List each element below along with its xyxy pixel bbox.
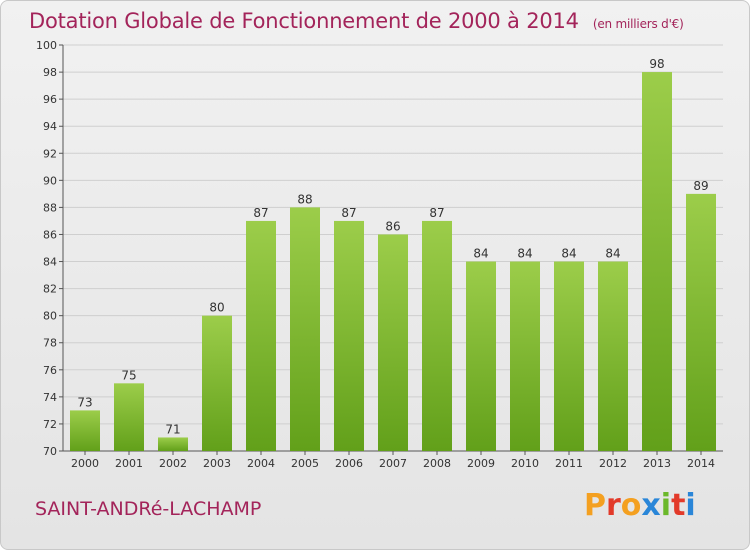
bar-2000 <box>70 410 100 451</box>
x-tick-label: 2014 <box>687 457 715 470</box>
x-tick-label: 2002 <box>159 457 187 470</box>
y-tick-label: 92 <box>43 147 57 160</box>
data-label-2012: 84 <box>605 247 620 261</box>
data-label-2006: 87 <box>341 206 356 220</box>
y-tick-label: 74 <box>43 391 57 404</box>
logo-letter: x <box>641 488 661 523</box>
data-label-2008: 87 <box>429 206 444 220</box>
y-tick-label: 80 <box>43 310 57 323</box>
y-tick-label: 70 <box>43 445 57 458</box>
x-tick-label: 2001 <box>115 457 143 470</box>
x-axis-ticks: 2000 2001 2002 2003 2004 2005 2006 2007 2008 2009… <box>71 451 715 470</box>
bar-2003 <box>202 315 232 451</box>
bar-2013 <box>642 72 672 452</box>
logo-letter: i <box>685 488 696 523</box>
x-tick-label: 2005 <box>291 457 319 470</box>
data-label-2014: 89 <box>693 179 708 193</box>
data-label-2010: 84 <box>517 247 532 261</box>
bar-2009 <box>466 261 496 451</box>
data-label-2002: 71 <box>165 422 180 436</box>
data-label-2001: 75 <box>121 368 136 382</box>
x-tick-label: 2004 <box>247 457 275 470</box>
x-tick-label: 2010 <box>511 457 539 470</box>
x-tick-label: 2009 <box>467 457 495 470</box>
data-label-2000: 73 <box>77 395 92 409</box>
x-tick-label: 2000 <box>71 457 99 470</box>
commune-name: SAINT-ANDRé-LACHAMP <box>35 498 262 520</box>
bar-2001 <box>114 383 144 451</box>
y-tick-label: 90 <box>43 174 57 187</box>
bar-2014 <box>686 193 716 451</box>
x-tick-label: 2008 <box>423 457 451 470</box>
data-label-2011: 84 <box>561 247 576 261</box>
y-tick-label: 96 <box>43 93 57 106</box>
data-label-2003: 80 <box>209 301 224 315</box>
y-tick-label: 94 <box>43 120 57 133</box>
bar-2008 <box>422 220 452 451</box>
y-tick-label: 82 <box>43 283 57 296</box>
logo-letter: i <box>660 488 672 523</box>
chart-title: Dotation Globale de Fonctionnement de 20… <box>29 9 684 33</box>
x-tick-label: 2011 <box>555 457 583 470</box>
bar-2012 <box>598 261 628 451</box>
bar-2005 <box>290 207 320 451</box>
bar-2006 <box>334 220 364 451</box>
logo-letter: t <box>671 488 686 523</box>
x-tick-label: 2003 <box>203 457 231 470</box>
x-tick-label: 2007 <box>379 457 407 470</box>
x-tick-label: 2006 <box>335 457 363 470</box>
data-labels: 73 75 71 80 87 88 87 86 87 84 84 84 84 98 89 <box>77 57 708 436</box>
bar-2010 <box>510 261 540 451</box>
y-tick-label: 88 <box>43 201 57 214</box>
x-tick-label: 2013 <box>643 457 671 470</box>
bar-2011 <box>554 261 584 451</box>
x-tick-label: 2012 <box>599 457 627 470</box>
logo-letter: r <box>606 488 621 523</box>
logo-letter: P <box>584 488 606 523</box>
proxiti-logo[interactable]: Proxiti <box>584 488 696 523</box>
y-tick-label: 84 <box>43 256 57 269</box>
y-tick-label: 86 <box>43 228 57 241</box>
data-label-2009: 84 <box>473 247 488 261</box>
y-tick-label: 78 <box>43 337 57 350</box>
title-text: Dotation Globale de Fonctionnement de 20… <box>29 9 579 33</box>
data-label-2004: 87 <box>253 206 268 220</box>
y-axis-ticks: 70 72 74 76 78 80 82 84 86 88 90 92 94 96 98 100 <box>36 39 63 458</box>
title-unit: (en milliers d'€) <box>592 17 684 31</box>
data-label-2007: 86 <box>385 219 400 233</box>
y-tick-label: 100 <box>36 39 57 52</box>
y-tick-label: 72 <box>43 418 57 431</box>
bars <box>70 72 716 452</box>
y-tick-label: 98 <box>43 66 57 79</box>
logo-letter: o <box>620 488 642 523</box>
bar-2007 <box>378 234 408 451</box>
data-label-2005: 88 <box>297 192 312 206</box>
bar-2004 <box>246 220 276 451</box>
bar-2002 <box>158 437 188 451</box>
y-tick-label: 76 <box>43 364 57 377</box>
data-label-2013: 98 <box>649 57 664 71</box>
